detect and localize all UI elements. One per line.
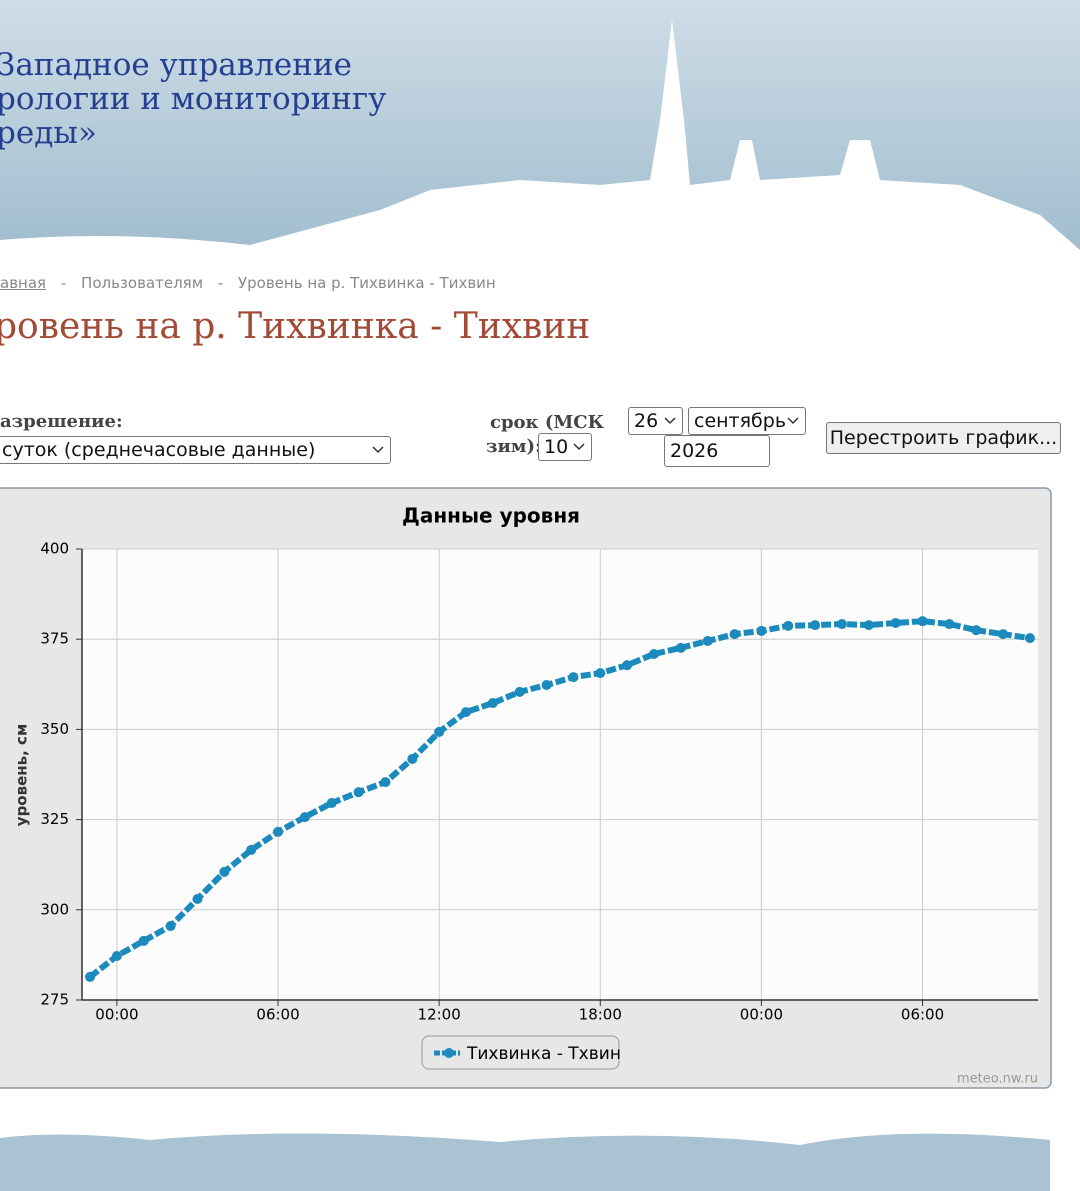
data-point — [783, 620, 794, 631]
data-point — [944, 619, 955, 630]
breadcrumb-separator: - — [217, 274, 224, 292]
chevron — [573, 443, 585, 451]
chart-frame — [0, 487, 1052, 1089]
data-point — [165, 921, 176, 932]
form-label: срок (МСК — [490, 412, 604, 433]
select-value: суток (среднечасовые данные) — [2, 439, 316, 461]
x-tick-label: 00:00 — [740, 1006, 783, 1024]
x-tick-label: 18:00 — [579, 1006, 622, 1024]
data-point — [810, 620, 821, 631]
data-point — [702, 636, 713, 647]
rebuild-button[interactable]: Перестроить график... — [826, 422, 1061, 454]
data-point — [246, 844, 257, 855]
data-point — [971, 625, 982, 636]
day-select[interactable]: 26 — [628, 407, 683, 435]
plot-area — [82, 549, 1038, 1000]
term-select[interactable]: 10 — [538, 433, 592, 461]
data-point — [917, 616, 928, 627]
data-point — [85, 971, 96, 982]
data-point — [299, 812, 310, 823]
data-point — [407, 753, 418, 764]
form-label: зим): — [486, 436, 542, 457]
x-tick-label: 06:00 — [256, 1006, 299, 1024]
chart-title: Данные уровня — [402, 504, 580, 528]
data-point — [461, 707, 472, 718]
select-value: сентябрь — [694, 410, 787, 432]
data-point — [622, 660, 633, 671]
data-point — [648, 648, 659, 659]
legend-box — [421, 1035, 620, 1070]
data-point — [273, 826, 284, 837]
breadcrumb-link[interactable]: авная — [0, 274, 47, 292]
chevron — [372, 446, 384, 454]
data-point — [541, 680, 552, 691]
data-point — [111, 950, 122, 961]
data-point — [434, 726, 445, 737]
breadcrumb: авная - Пользователям - Уровень на р. Ти… — [0, 274, 496, 292]
chevron — [664, 417, 676, 425]
data-point — [756, 625, 767, 636]
header-bg — [0, 0, 1080, 260]
y-tick-label: 400 — [40, 540, 69, 558]
data-point — [1024, 633, 1035, 644]
data-point — [675, 642, 686, 653]
credit: meteo.nw.ru — [957, 1072, 1038, 1087]
data-point — [729, 629, 740, 640]
breadcrumb-link[interactable]: Пользователям — [81, 274, 204, 292]
header-line: Западное управление — [0, 47, 352, 83]
form-label: азрешение: — [0, 411, 123, 432]
y-axis-label: уровень, см — [13, 724, 31, 826]
y-tick-label: 300 — [40, 900, 69, 918]
data-point — [890, 617, 901, 628]
data-point — [353, 787, 364, 798]
footer-bg — [0, 1110, 1050, 1191]
chevron — [787, 417, 799, 425]
data-point — [514, 686, 525, 697]
select-value: 10 — [544, 436, 569, 458]
footer-edge — [0, 1110, 1050, 1145]
data-point — [487, 698, 498, 709]
page-title: ровень на р. Тихвинка - Тихвин — [0, 306, 591, 347]
data-point — [568, 672, 579, 683]
data-point — [326, 798, 337, 809]
data-point — [998, 629, 1009, 640]
y-tick-label: 275 — [40, 991, 69, 1009]
y-tick-label: 325 — [40, 810, 69, 828]
y-tick-label: 375 — [40, 630, 69, 648]
breadcrumb-item: Уровень на р. Тихвинка - Тихвин — [238, 274, 496, 292]
data-point — [192, 893, 203, 904]
year-input[interactable]: 2026 — [664, 435, 770, 467]
data-point — [863, 620, 874, 631]
data-point — [138, 935, 149, 946]
select-value: 26 — [634, 410, 659, 432]
series-line — [88, 618, 1031, 980]
header-title: Западное управление рологии и мониторинг… — [0, 48, 386, 150]
header-line: рологии и мониторингу — [0, 81, 387, 117]
x-tick-label: 00:00 — [95, 1006, 138, 1024]
data-point — [380, 777, 391, 788]
header-line: реды» — [0, 115, 97, 151]
data-point — [836, 619, 847, 630]
month-select[interactable]: сентябрь — [688, 407, 806, 435]
x-tick-label: 06:00 — [901, 1006, 944, 1024]
y-tick-label: 350 — [40, 720, 69, 738]
legend-marker — [444, 1048, 454, 1058]
x-tick-label: 12:00 — [418, 1006, 461, 1024]
data-point — [219, 866, 230, 877]
legend-label: Тихвинка - Тхвин — [466, 1044, 621, 1064]
data-point — [595, 668, 606, 679]
breadcrumb-separator: - — [60, 274, 67, 292]
resolution-select[interactable]: суток (среднечасовые данные) — [0, 436, 391, 464]
